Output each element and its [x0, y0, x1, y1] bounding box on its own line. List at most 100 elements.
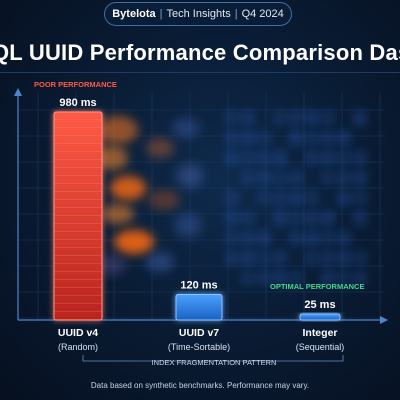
heat-cell	[338, 151, 350, 165]
heat-cell	[354, 251, 366, 265]
heat-blob	[114, 230, 154, 254]
heat-blob	[172, 118, 200, 138]
heat-cell	[290, 131, 302, 145]
value-label: 980 ms	[59, 97, 96, 109]
heat-cell	[338, 231, 350, 245]
heat-blob	[102, 204, 134, 224]
bar	[175, 294, 223, 321]
value-label: 120 ms	[180, 280, 217, 292]
heat-cell	[306, 251, 318, 265]
bar-group: 25 ms Integer (Sequential)	[296, 299, 345, 352]
heat-cell	[226, 231, 238, 245]
heat-cell	[322, 231, 334, 245]
bar-texture	[54, 112, 102, 320]
heat-cell	[354, 211, 366, 225]
heat-cell	[322, 131, 334, 145]
bar-group: 980 ms UUID v4 (Random)	[53, 97, 103, 352]
brand-name: Bytelota	[112, 8, 156, 20]
category-sublabel: (Random)	[58, 342, 98, 352]
heat-cell	[290, 191, 302, 205]
heat-cell	[226, 111, 238, 125]
heat-cell	[242, 111, 254, 125]
category-label: UUID v4	[58, 327, 98, 339]
heat-cell	[258, 251, 270, 265]
heat-blob	[174, 213, 202, 237]
heat-cell	[258, 271, 270, 285]
heat-cell	[242, 231, 254, 245]
heat-cell	[274, 271, 286, 285]
heat-cell	[274, 111, 286, 125]
category-sublabel: (Sequential)	[296, 342, 345, 352]
heat-cell	[258, 131, 270, 145]
footer-note: Data based on synthetic benchmarks. Perf…	[90, 381, 310, 390]
heat-cell	[226, 191, 238, 205]
heat-cell	[242, 171, 254, 185]
page-title: QL UUID Performance Comparison Dashboard	[0, 40, 400, 65]
title-divider	[0, 72, 400, 73]
heat-cell	[258, 191, 270, 205]
heat-blob	[146, 252, 174, 272]
optimal-performance-annotation: OPTIMAL PERFORMANCE	[270, 282, 364, 291]
heat-cell	[226, 151, 238, 165]
heat-cell	[290, 271, 302, 285]
heat-cell	[290, 231, 302, 245]
heat-cell	[226, 251, 238, 265]
poor-performance-annotation: POOR PERFORMANCE	[34, 80, 117, 89]
heat-cell	[338, 271, 350, 285]
heat-cell	[338, 131, 350, 145]
heat-cell	[322, 111, 334, 125]
header-separator: |	[159, 8, 163, 20]
heat-cell	[274, 151, 286, 165]
y-axis-arrow	[14, 88, 22, 96]
bars: 980 ms UUID v4 (Random) 120 ms UUID v7 (Time-…	[53, 97, 345, 352]
heat-blob	[98, 116, 138, 144]
heat-cell	[258, 231, 270, 245]
bar	[299, 313, 341, 321]
header-section: Tech Insights	[166, 8, 231, 20]
x-axis-arrow	[380, 316, 388, 324]
heat-cell	[322, 151, 334, 165]
value-label: 25 ms	[304, 299, 335, 311]
heat-cell	[258, 151, 270, 165]
heat-cell	[274, 251, 286, 265]
heat-blob	[148, 190, 180, 210]
heat-cell	[338, 251, 350, 265]
heat-cell	[354, 271, 366, 285]
heat-cell	[290, 111, 302, 125]
heat-blob	[146, 138, 174, 158]
heat-cell	[354, 191, 366, 205]
heat-cell	[226, 131, 238, 145]
heat-cell	[322, 251, 334, 265]
category-label: Integer	[302, 327, 337, 339]
heat-cell	[290, 211, 302, 225]
category-label: UUID v7	[179, 327, 219, 339]
header-pill: Bytelota | Tech Insights | Q4 2024	[104, 2, 292, 26]
heat-cell	[242, 151, 254, 165]
heat-cell	[274, 171, 286, 185]
heat-cell	[242, 211, 254, 225]
fragmentation-label: INDEX FRAGMENTATION PATTERN	[152, 358, 277, 367]
category-sublabel: (Time-Sortable)	[168, 342, 230, 352]
fragmentation-heatmap	[96, 111, 366, 285]
heat-cell	[322, 171, 334, 185]
heat-cell	[322, 271, 334, 285]
header-period: Q4 2024	[241, 8, 284, 20]
heat-blob	[96, 146, 128, 170]
heat-cell	[274, 191, 286, 205]
heat-cell	[274, 211, 286, 225]
heat-blob	[110, 176, 146, 200]
heat-cell	[306, 111, 318, 125]
heat-cell	[306, 131, 318, 145]
fragmentation-bracket	[82, 355, 344, 362]
heat-cell	[322, 211, 334, 225]
heat-cell	[338, 171, 350, 185]
header-separator: |	[234, 8, 238, 20]
heat-blob	[176, 164, 204, 188]
heat-cell	[226, 211, 238, 225]
heat-cell	[242, 251, 254, 265]
heat-cell	[290, 171, 302, 185]
bar-group: 120 ms UUID v7 (Time-Sortable)	[168, 280, 230, 352]
heat-cell	[354, 151, 366, 165]
heat-cell	[354, 111, 366, 125]
